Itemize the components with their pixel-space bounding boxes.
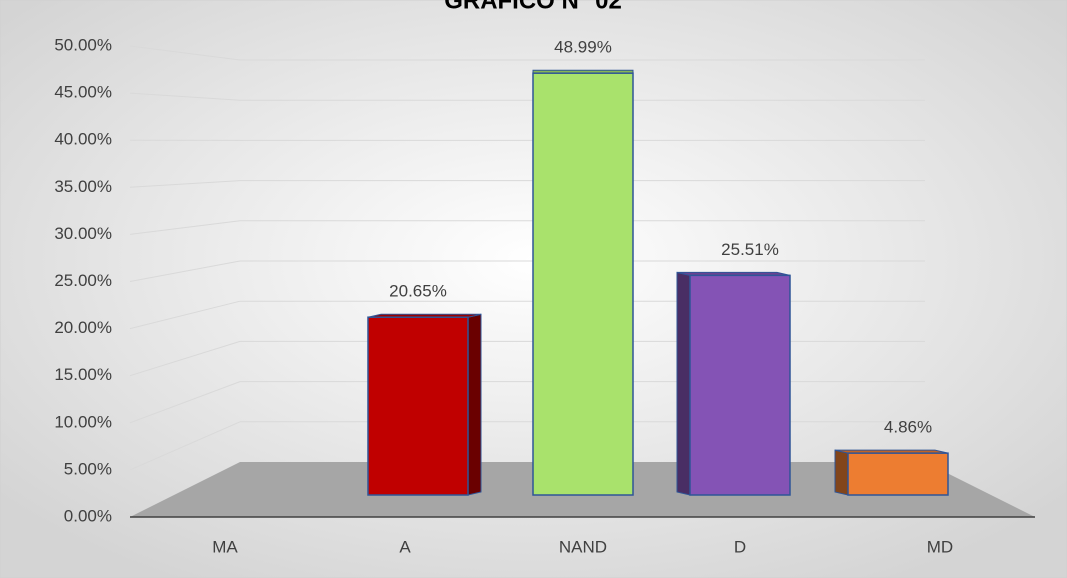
value-label: 25.51% — [721, 240, 779, 259]
bar — [532, 72, 634, 496]
grid-line — [129, 92, 241, 101]
bar — [689, 274, 791, 496]
grid-line — [129, 300, 241, 330]
x-tick-label: D — [734, 537, 746, 556]
bar-side — [676, 271, 691, 496]
y-tick-label: 5.00% — [64, 459, 112, 478]
y-tick-label: 10.00% — [54, 412, 112, 431]
bar — [847, 452, 949, 496]
bar — [367, 316, 469, 496]
grid-line — [129, 220, 241, 235]
grid-line — [129, 260, 241, 282]
grid-line — [129, 381, 241, 424]
y-tick-label: 45.00% — [54, 83, 112, 102]
x-tick-label: MD — [927, 537, 953, 556]
grid-line — [129, 180, 241, 188]
value-label: 4.86% — [884, 418, 932, 437]
y-tick-label: 20.00% — [54, 318, 112, 337]
x-tick-label: MA — [212, 537, 238, 556]
y-tick-label: 30.00% — [54, 224, 112, 243]
grid-line — [129, 340, 241, 377]
y-tick-label: 50.00% — [54, 35, 112, 54]
value-label: 20.65% — [389, 282, 447, 301]
x-tick-label: NAND — [559, 537, 607, 556]
bar-side — [467, 313, 482, 496]
chart-title: GRÁFICO N° 02 — [444, 0, 622, 14]
value-label: 48.99% — [554, 38, 612, 57]
y-tick-label: 40.00% — [54, 130, 112, 149]
y-tick-label: 25.00% — [54, 271, 112, 290]
bar-side — [834, 449, 849, 496]
y-tick-label: 35.00% — [54, 177, 112, 196]
grid-line — [129, 421, 241, 471]
y-tick-label: 15.00% — [54, 365, 112, 384]
x-tick-label: A — [399, 537, 411, 556]
grid-line — [129, 45, 241, 61]
y-tick-label: 0.00% — [64, 506, 112, 525]
